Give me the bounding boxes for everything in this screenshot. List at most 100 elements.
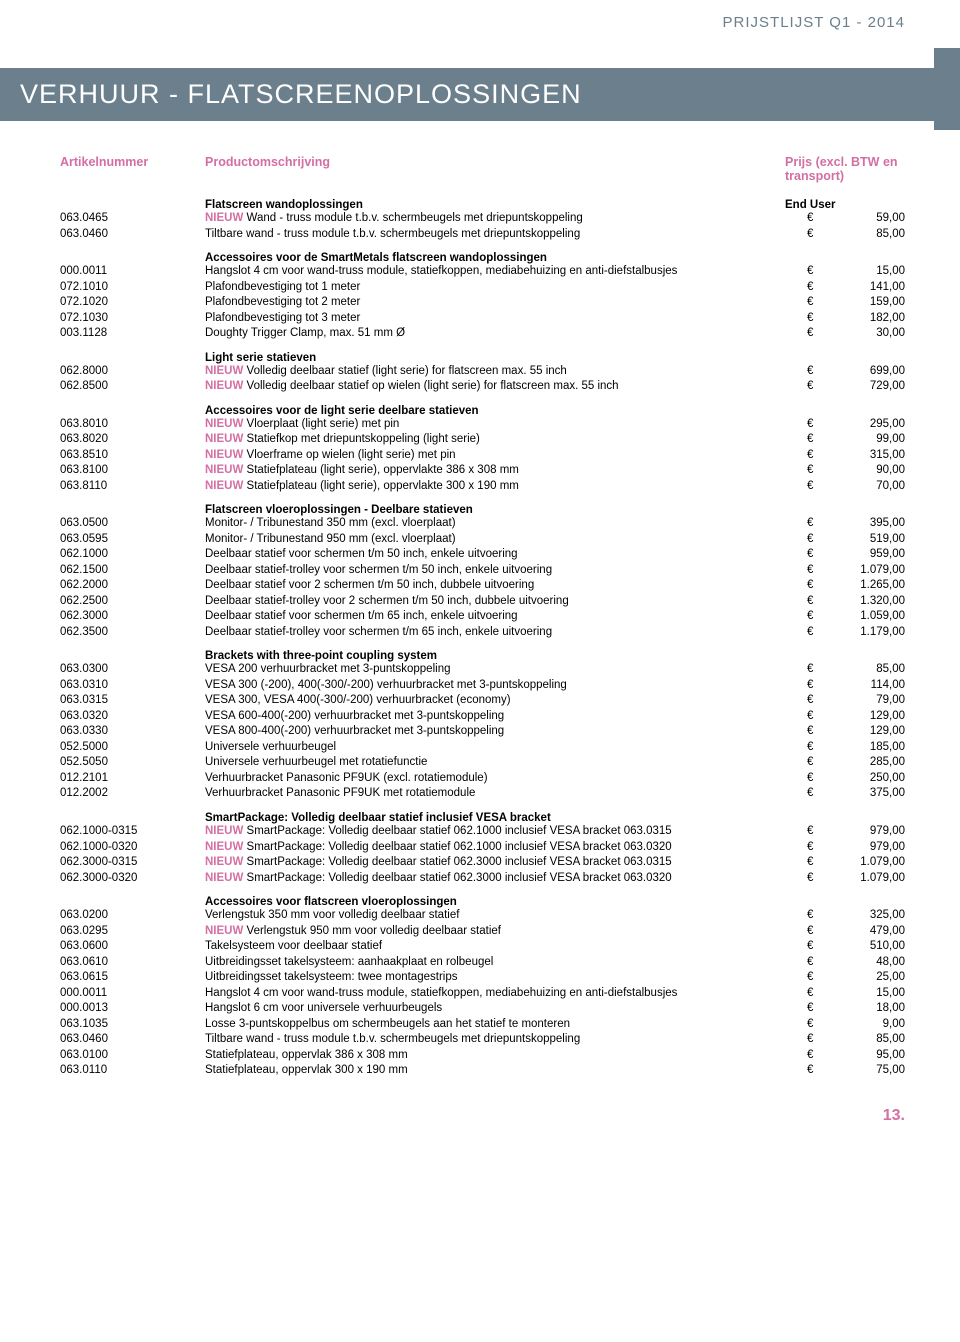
cell-artikel: 072.1010: [60, 280, 205, 296]
page-number: 13.: [60, 1107, 905, 1125]
section-right: [785, 252, 905, 264]
table-row: 072.1010Plafondbevestiging tot 1 meter€1…: [60, 280, 905, 296]
cell-desc: NIEUW SmartPackage: Volledig deelbaar st…: [205, 855, 785, 871]
cell-desc: VESA 800-400(-200) verhuurbracket met 3-…: [205, 724, 785, 740]
cell-desc: Deelbaar statief-trolley voor schermen t…: [205, 625, 785, 641]
cell-artikel: 062.1000-0315: [60, 824, 205, 840]
cell-desc: Losse 3-puntskoppelbus om schermbeugels …: [205, 1017, 785, 1033]
section-title: SmartPackage: Volledig deelbaar statief …: [205, 812, 785, 824]
cell-artikel: 063.0315: [60, 693, 205, 709]
table-row: 063.8020NIEUW Statiefkop met driepuntsko…: [60, 432, 905, 448]
cell-price: €182,00: [785, 311, 905, 327]
cell-artikel: 062.3000: [60, 609, 205, 625]
section-heading: Brackets with three-point coupling syste…: [60, 640, 905, 662]
price-table: Flatscreen wandoplossingenEnd User063.04…: [60, 189, 905, 1079]
nieuw-badge: NIEUW: [205, 464, 243, 476]
cell-artikel: 003.1128: [60, 326, 205, 342]
table-row: 052.5000Universele verhuurbeugel€185,00: [60, 740, 905, 756]
nieuw-badge: NIEUW: [205, 872, 243, 884]
table-row: 012.2101Verhuurbracket Panasonic PF9UK (…: [60, 771, 905, 787]
cell-artikel: 062.2000: [60, 578, 205, 594]
table-row: 063.8100NIEUW Statiefplateau (light seri…: [60, 463, 905, 479]
cell-desc: Hangslot 4 cm voor wand-truss module, st…: [205, 264, 785, 280]
cell-price: €15,00: [785, 264, 905, 280]
cell-artikel: 063.0500: [60, 516, 205, 532]
cell-price: €15,00: [785, 986, 905, 1002]
cell-price: €85,00: [785, 1032, 905, 1048]
section-title: Flatscreen wandoplossingen: [205, 199, 785, 211]
table-row: 063.0610Uitbreidingsset takelsysteem: aa…: [60, 955, 905, 971]
cell-artikel: 063.8510: [60, 448, 205, 464]
cell-desc: Deelbaar statief voor schermen t/m 65 in…: [205, 609, 785, 625]
cell-artikel: 063.0110: [60, 1063, 205, 1079]
section-title: Brackets with three-point coupling syste…: [205, 650, 785, 662]
cell-artikel: 072.1030: [60, 311, 205, 327]
table-row: 072.1020Plafondbevestiging tot 2 meter€1…: [60, 295, 905, 311]
cell-price: €70,00: [785, 479, 905, 495]
cell-desc: Plafondbevestiging tot 3 meter: [205, 311, 785, 327]
cell-desc: NIEUW Verlengstuk 950 mm voor volledig d…: [205, 924, 785, 940]
cell-price: €1.059,00: [785, 609, 905, 625]
table-row: 063.0460Tiltbare wand - truss module t.b…: [60, 1032, 905, 1048]
cell-artikel: 063.0600: [60, 939, 205, 955]
side-tab: [934, 48, 960, 130]
cell-artikel: 052.5050: [60, 755, 205, 771]
cell-desc: Plafondbevestiging tot 1 meter: [205, 280, 785, 296]
cell-desc: Deelbaar statief-trolley voor 2 schermen…: [205, 594, 785, 610]
cell-artikel: 063.0615: [60, 970, 205, 986]
table-row: 063.0300VESA 200 verhuurbracket met 3-pu…: [60, 662, 905, 678]
cell-desc: NIEUW Volledig deelbaar statief op wiele…: [205, 379, 785, 395]
cell-artikel: 063.0300: [60, 662, 205, 678]
cell-price: €141,00: [785, 280, 905, 296]
cell-artikel: 000.0013: [60, 1001, 205, 1017]
section-right: [785, 504, 905, 516]
cell-desc: Deelbaar statief voor schermen t/m 50 in…: [205, 547, 785, 563]
cell-desc: Verlengstuk 350 mm voor volledig deelbaa…: [205, 908, 785, 924]
cell-desc: NIEUW Vloerframe op wielen (light serie)…: [205, 448, 785, 464]
cell-price: €129,00: [785, 709, 905, 725]
cell-artikel: 063.0460: [60, 1032, 205, 1048]
cell-desc: NIEUW Wand - truss module t.b.v. schermb…: [205, 211, 785, 227]
cell-artikel: 062.3000-0315: [60, 855, 205, 871]
cell-price: €395,00: [785, 516, 905, 532]
cell-artikel: 012.2101: [60, 771, 205, 787]
nieuw-badge: NIEUW: [205, 212, 243, 224]
cell-desc: Deelbaar statief voor 2 schermen t/m 50 …: [205, 578, 785, 594]
section-right: [785, 812, 905, 824]
cell-artikel: 000.0011: [60, 986, 205, 1002]
cell-price: €1.079,00: [785, 855, 905, 871]
cell-price: €25,00: [785, 970, 905, 986]
cell-desc: Hangslot 4 cm voor wand-truss module, st…: [205, 986, 785, 1002]
section-heading: Flatscreen vloeroplossingen - Deelbare s…: [60, 494, 905, 516]
table-row: 052.5050Universele verhuurbeugel met rot…: [60, 755, 905, 771]
table-row: 072.1030Plafondbevestiging tot 3 meter€1…: [60, 311, 905, 327]
cell-desc: Takelsysteem voor deelbaar statief: [205, 939, 785, 955]
table-row: 063.0100Statiefplateau, oppervlak 386 x …: [60, 1048, 905, 1064]
cell-artikel: 063.0320: [60, 709, 205, 725]
section-title: Light serie statieven: [205, 352, 785, 364]
cell-desc: Statiefplateau, oppervlak 386 x 308 mm: [205, 1048, 785, 1064]
cell-desc: Universele verhuurbeugel: [205, 740, 785, 756]
section-heading: SmartPackage: Volledig deelbaar statief …: [60, 802, 905, 824]
section-right: [785, 405, 905, 417]
table-row: 062.3500Deelbaar statief-trolley voor sc…: [60, 625, 905, 641]
section-right: [785, 896, 905, 908]
table-row: 062.1000-0315NIEUW SmartPackage: Volledi…: [60, 824, 905, 840]
cell-price: €95,00: [785, 1048, 905, 1064]
cell-desc: Verhuurbracket Panasonic PF9UK met rotat…: [205, 786, 785, 802]
cell-desc: NIEUW SmartPackage: Volledig deelbaar st…: [205, 824, 785, 840]
cell-price: €699,00: [785, 364, 905, 380]
nieuw-badge: NIEUW: [205, 365, 243, 377]
cell-artikel: 062.1000: [60, 547, 205, 563]
th-artikel: Artikelnummer: [60, 155, 205, 183]
cell-price: €129,00: [785, 724, 905, 740]
table-row: 062.8500NIEUW Volledig deelbaar statief …: [60, 379, 905, 395]
table-row: 000.0013Hangslot 6 cm voor universele ve…: [60, 1001, 905, 1017]
section-right: [785, 352, 905, 364]
table-row: 000.0011Hangslot 4 cm voor wand-truss mo…: [60, 264, 905, 280]
cell-price: €285,00: [785, 755, 905, 771]
cell-artikel: 063.8020: [60, 432, 205, 448]
cell-price: €99,00: [785, 432, 905, 448]
cell-desc: Tiltbare wand - truss module t.b.v. sche…: [205, 227, 785, 243]
cell-desc: VESA 300, VESA 400(-300/-200) verhuurbra…: [205, 693, 785, 709]
